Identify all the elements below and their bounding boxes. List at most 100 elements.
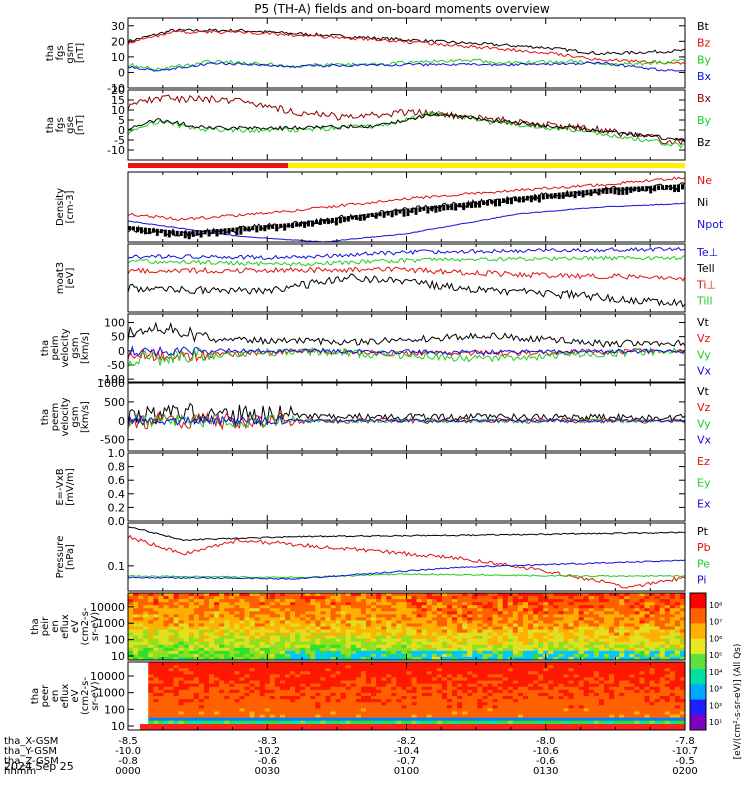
spectrogram-cell xyxy=(133,593,139,597)
spectrogram-cell xyxy=(588,629,595,633)
spectrogram-cell xyxy=(224,635,230,640)
spectrogram-cell xyxy=(229,620,235,624)
legend-till: Till xyxy=(696,295,713,308)
spectrogram-cell xyxy=(406,608,412,612)
spectrogram-cell xyxy=(290,665,296,669)
spectrogram-cell xyxy=(619,611,625,615)
spectrogram-cell xyxy=(371,692,377,697)
spectrogram-cell xyxy=(284,717,291,722)
spectrogram-cell xyxy=(507,696,514,700)
spectrogram-cell xyxy=(330,593,337,597)
spectrogram-cell xyxy=(305,635,311,640)
spectrogram-cell xyxy=(406,611,412,615)
spectrogram-cell xyxy=(487,596,493,600)
spectrogram-cell xyxy=(578,593,585,597)
spectrogram-cell xyxy=(421,620,428,624)
spectrogram-cell xyxy=(558,671,564,675)
spectrogram-cell xyxy=(365,720,372,725)
ni-bar xyxy=(147,228,151,235)
spectrogram-cell xyxy=(583,656,590,661)
spectrogram-cell xyxy=(163,641,169,646)
spectrogram-cell xyxy=(143,696,149,700)
spectrogram-cell xyxy=(553,671,559,675)
spectrogram-cell xyxy=(452,680,458,685)
spectrogram-cell xyxy=(472,662,478,666)
spectrogram-cell xyxy=(188,683,195,688)
spectrogram-cell xyxy=(340,708,347,712)
spectrogram-cell xyxy=(436,599,443,603)
spectrogram-cell xyxy=(467,593,473,597)
spectrogram-cell xyxy=(664,635,671,640)
spectrogram-cell xyxy=(558,677,564,681)
spectrogram-cell xyxy=(355,665,362,669)
legend-pe: Pe xyxy=(697,557,710,570)
spectrogram-cell xyxy=(183,699,190,703)
ni-bar xyxy=(418,207,422,212)
spectrogram-cell xyxy=(558,641,564,646)
ni-bar xyxy=(139,227,143,234)
spectrogram-cell xyxy=(391,647,397,652)
spectrogram-cell xyxy=(148,599,154,603)
spectrogram-cell xyxy=(264,674,271,678)
spectrogram-cell xyxy=(452,720,458,725)
spectrogram-cell xyxy=(548,714,554,719)
spectrogram-cell xyxy=(467,668,473,672)
spectrogram-cell xyxy=(173,656,180,661)
spectrogram-cell xyxy=(401,632,407,637)
spectrogram-cell xyxy=(522,705,529,709)
spectrogram-cell xyxy=(224,683,230,688)
spectrogram-cell xyxy=(249,638,255,643)
ni-bar xyxy=(521,196,525,203)
spectrogram-cell xyxy=(654,599,661,603)
spectrogram-cell xyxy=(396,638,402,643)
spectrogram-cell xyxy=(279,696,286,700)
y-axis-label: gsm xyxy=(70,406,81,427)
spectrogram-cell xyxy=(284,689,291,694)
spectrogram-cell xyxy=(371,641,377,646)
spectrogram-cell xyxy=(244,656,250,661)
spectrogram-cell xyxy=(193,717,200,722)
spectrogram-cell xyxy=(376,608,382,612)
spectrogram-cell xyxy=(350,689,357,694)
spectrogram-cell xyxy=(502,611,509,615)
spectrogram-cell xyxy=(325,599,331,603)
spectrogram-cell xyxy=(269,699,276,703)
spectrogram-cell xyxy=(350,665,357,669)
spectrogram-cell xyxy=(553,674,559,678)
spectrogram-cell xyxy=(214,596,220,600)
spectrogram-cell xyxy=(386,665,392,669)
spectrogram-cell xyxy=(563,620,569,624)
spectrogram-cell xyxy=(447,602,453,606)
spectrogram-cell xyxy=(310,638,316,643)
spectrogram-cell xyxy=(350,686,357,691)
spectrogram-cell xyxy=(528,596,534,600)
spectrogram-cell xyxy=(148,653,154,658)
spectrogram-cell xyxy=(497,696,504,700)
spectrogram-cell xyxy=(492,714,499,719)
spectrogram-cell xyxy=(284,662,291,666)
spectrogram-cell xyxy=(669,626,676,630)
spectrogram-cell xyxy=(538,626,544,630)
spectrogram-cell xyxy=(148,593,154,597)
spectrogram-cell xyxy=(193,653,200,658)
spectrogram-cell xyxy=(214,689,220,694)
spectrogram-cell xyxy=(644,614,650,618)
spectrogram-cell xyxy=(153,611,159,615)
spectrogram-cell xyxy=(416,665,423,669)
spectrogram-cell xyxy=(563,708,569,712)
spectrogram-cell xyxy=(335,632,342,637)
spectrogram-cell xyxy=(436,638,443,643)
spectrogram-cell xyxy=(512,683,519,688)
spectrogram-cell xyxy=(492,692,499,697)
spectrogram-cell xyxy=(447,635,453,640)
spectrogram-cell xyxy=(472,686,478,691)
series-ne-line xyxy=(127,176,686,221)
spectrogram-cell xyxy=(209,689,215,694)
spectrogram-cell xyxy=(365,650,372,655)
spectrogram-cell xyxy=(274,705,281,709)
spectrogram-cell xyxy=(355,641,362,646)
spectrogram-cell xyxy=(168,602,174,606)
spectrogram-cell xyxy=(452,641,458,646)
spectrogram-cell xyxy=(477,644,483,649)
